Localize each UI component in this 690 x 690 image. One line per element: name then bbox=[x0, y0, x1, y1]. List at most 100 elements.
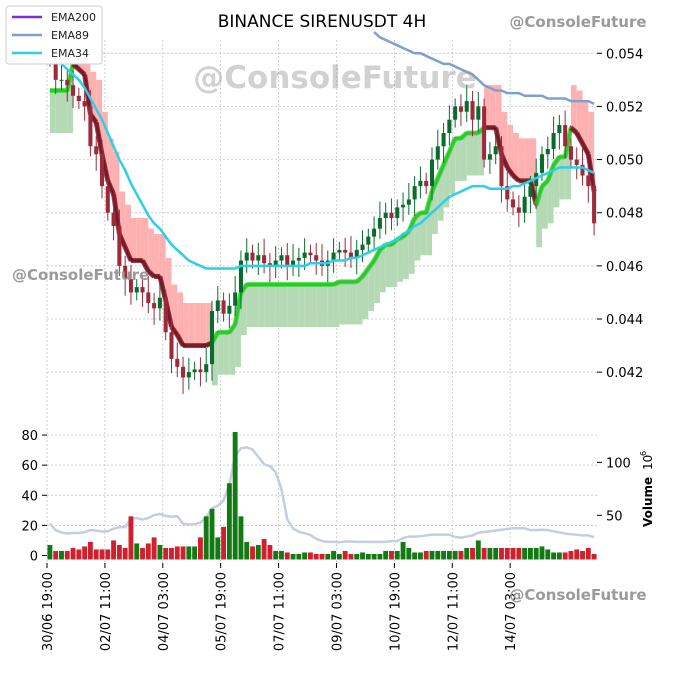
zone-81 bbox=[518, 138, 525, 181]
watermark-left: @ConsoleFuture bbox=[12, 266, 149, 284]
zone-58 bbox=[385, 244, 392, 288]
zone-47 bbox=[322, 284, 328, 327]
x-tick-label-8: 14/07 03:00 bbox=[504, 572, 519, 651]
candle-body-52 bbox=[348, 252, 353, 258]
zone-50 bbox=[339, 281, 346, 325]
candle-body-10 bbox=[105, 186, 110, 213]
candle-body-6 bbox=[82, 101, 87, 107]
candle-body-9 bbox=[99, 154, 105, 187]
volume-bar-21 bbox=[169, 547, 174, 560]
trail-segment-16 bbox=[140, 259, 151, 273]
zone-73 bbox=[472, 133, 479, 176]
volume-bar-28 bbox=[209, 508, 215, 560]
volume-bar-51 bbox=[342, 550, 348, 560]
candle-body-77 bbox=[493, 146, 498, 155]
volume-bar-72 bbox=[464, 547, 470, 560]
zone-35 bbox=[252, 284, 259, 327]
zone-39 bbox=[275, 284, 282, 327]
trail-segment-68 bbox=[441, 150, 452, 166]
candle-body-55 bbox=[366, 236, 371, 245]
volume-bar-71 bbox=[458, 550, 464, 560]
zone-24 bbox=[188, 303, 195, 346]
volume-bar-24 bbox=[186, 546, 192, 560]
trail-segment-85 bbox=[540, 178, 550, 188]
zone-37 bbox=[264, 284, 270, 327]
volume-bar-55 bbox=[365, 553, 371, 560]
volume-bar-46 bbox=[313, 553, 319, 560]
volume-bar-84 bbox=[533, 547, 539, 560]
candle-body-21 bbox=[169, 332, 174, 359]
trail-segment-67 bbox=[435, 163, 446, 180]
candle-body-15 bbox=[134, 287, 139, 293]
trail-segment-65 bbox=[423, 190, 435, 214]
candle-body-2 bbox=[59, 79, 64, 81]
trail-segment-8 bbox=[93, 121, 105, 155]
volume-bar-33 bbox=[238, 516, 244, 560]
candle-body-69 bbox=[447, 119, 452, 133]
price-tick-label-3: 0.048 bbox=[606, 207, 643, 222]
zone-55 bbox=[368, 260, 375, 312]
candle-body-5 bbox=[76, 95, 81, 102]
candle-body-50 bbox=[337, 249, 342, 253]
candle-body-24 bbox=[186, 372, 191, 378]
trail-segment-5 bbox=[77, 67, 87, 77]
zone-43 bbox=[298, 284, 305, 327]
volume-line-layer bbox=[48, 446, 595, 544]
trail-segment-87 bbox=[551, 155, 562, 167]
volume-bar-13 bbox=[122, 547, 128, 560]
candle-body-17 bbox=[146, 292, 151, 304]
volume-bar-23 bbox=[180, 546, 186, 560]
volume-bar-57 bbox=[377, 553, 383, 560]
candle-body-94 bbox=[592, 186, 597, 224]
candle-body-44 bbox=[302, 252, 307, 258]
trail-segment-4 bbox=[71, 62, 81, 72]
zone-2 bbox=[61, 90, 68, 133]
legend-label-ema200: EMA200 bbox=[51, 11, 96, 24]
candle-body-85 bbox=[539, 154, 545, 173]
trail-segment-49 bbox=[332, 279, 341, 287]
volume-bar-27 bbox=[203, 516, 209, 560]
candle-body-36 bbox=[256, 255, 261, 261]
ema-line-ema34 bbox=[49, 52, 595, 270]
candle-body-56 bbox=[372, 228, 377, 237]
zone-31 bbox=[229, 324, 236, 375]
candle-body-19 bbox=[157, 297, 162, 309]
zone-82 bbox=[524, 138, 531, 181]
x-tick-label-0: 30/06 19:00 bbox=[41, 572, 56, 651]
chart-title: BINANCE SIRENUSDT 4H bbox=[218, 12, 427, 32]
volume-bar-56 bbox=[371, 553, 377, 560]
volume-right-tick-label-0: 50 bbox=[606, 509, 623, 524]
candle-body-30 bbox=[221, 300, 226, 314]
volume-bar-64 bbox=[417, 552, 423, 560]
candle-body-70 bbox=[453, 106, 458, 120]
volume-bar-29 bbox=[215, 537, 221, 560]
zone-56 bbox=[374, 249, 380, 304]
zone-45 bbox=[310, 284, 317, 327]
volume-bar-91 bbox=[574, 549, 580, 560]
candle-body-72 bbox=[464, 101, 469, 112]
volume-bars bbox=[47, 432, 597, 560]
price-tick-label-0: 0.054 bbox=[606, 47, 643, 62]
zone-59 bbox=[391, 239, 398, 288]
candle-body-38 bbox=[267, 263, 272, 266]
trail-segment-91 bbox=[574, 131, 585, 145]
candles bbox=[47, 42, 597, 394]
volume-bar-81 bbox=[516, 547, 522, 560]
volume-bar-12 bbox=[116, 544, 122, 560]
zone-92 bbox=[582, 101, 589, 155]
volume-bar-86 bbox=[545, 549, 551, 560]
volume-bar-87 bbox=[551, 552, 557, 560]
zone-23 bbox=[183, 303, 189, 346]
candle-body-76 bbox=[487, 154, 492, 160]
zone-60 bbox=[397, 236, 404, 282]
volume-bar-8 bbox=[93, 549, 99, 560]
volume-bar-40 bbox=[279, 550, 284, 560]
trail-segment-69 bbox=[447, 137, 458, 153]
candle-body-49 bbox=[331, 252, 336, 261]
volume-bar-68 bbox=[441, 550, 447, 560]
zone-76 bbox=[489, 85, 496, 128]
candle-body-8 bbox=[94, 146, 99, 155]
candle-body-53 bbox=[354, 249, 359, 258]
volume-axis-exponent-power: 6 bbox=[639, 451, 648, 456]
volume-left-tick-label-1: 20 bbox=[21, 519, 38, 534]
